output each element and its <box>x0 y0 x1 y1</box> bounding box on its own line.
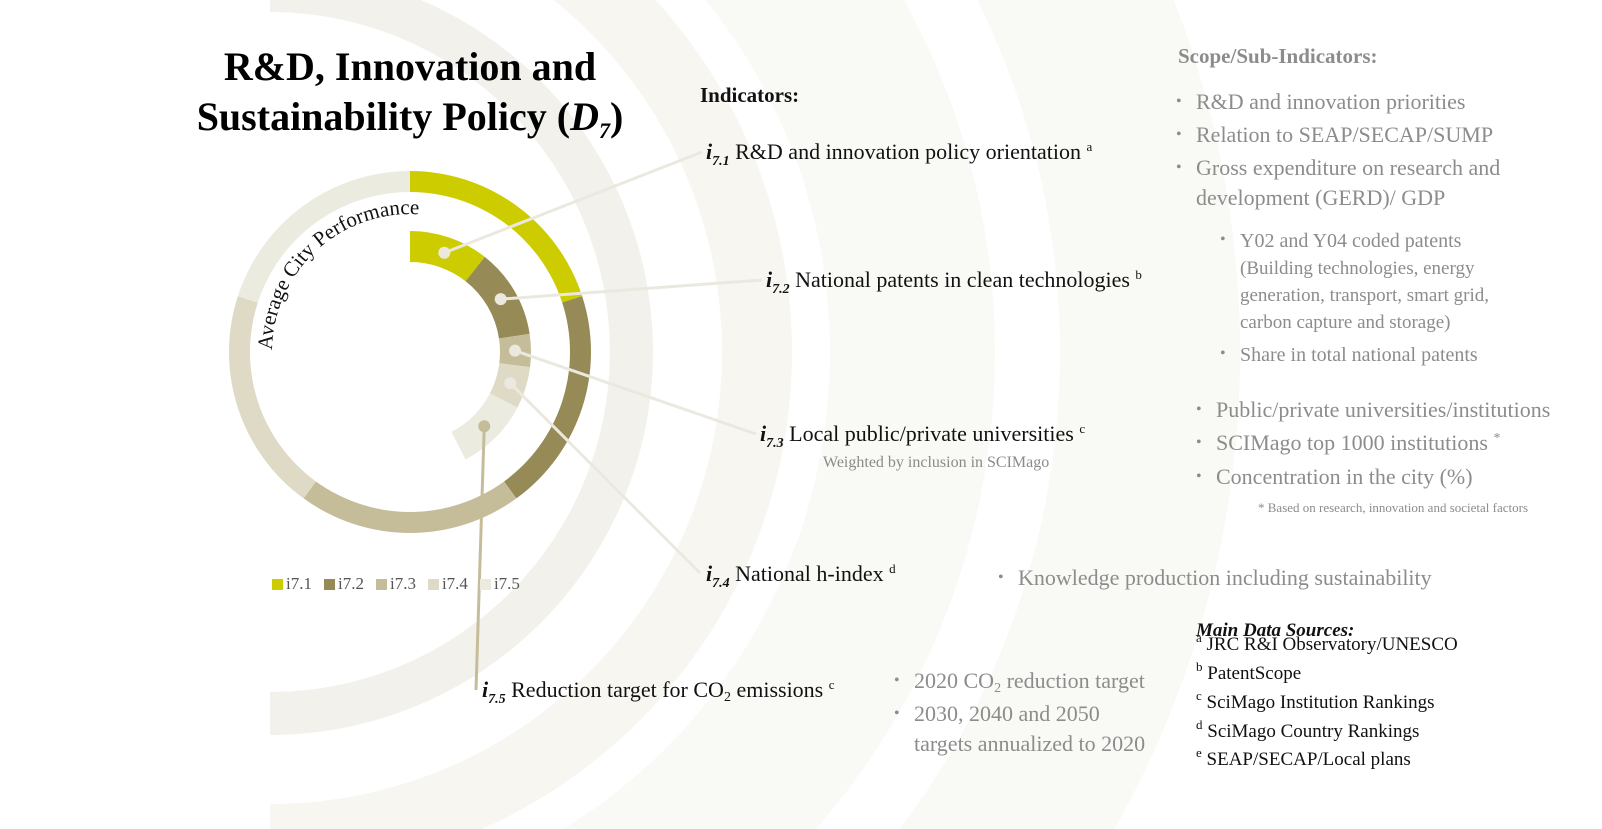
leader-dot-i7-3 <box>508 344 521 357</box>
indicator-code: i7.1 <box>706 139 730 169</box>
legend-swatch <box>272 578 283 590</box>
scope-sub-item-continued: generation, transport, smart grid, <box>1240 285 1490 306</box>
background-arc-band <box>270 0 653 735</box>
outer-segment-i7-4 <box>229 296 316 499</box>
scope-item: • 2020 CO2 reduction target <box>894 668 1145 696</box>
scope-footnote: * Based on research, innovation and soci… <box>1258 500 1529 515</box>
indicator-code: i7.5 <box>482 677 506 707</box>
leader-line-i7-5 <box>474 426 486 691</box>
legend-item-i7-3: i7.3 <box>375 574 416 594</box>
outer-segment-i7-2 <box>504 296 592 499</box>
scope-sub-item-continued: carbon capture and storage) <box>1240 312 1451 333</box>
scope-sub-item: • Share in total national patents <box>1220 344 1478 366</box>
data-source-c: c SciMago Institution Rankings <box>1196 688 1435 713</box>
leader-dot-i7-2 <box>494 293 507 306</box>
data-source-d: d SciMago Country Rankings <box>1196 717 1420 742</box>
scope-heading: Scope/Sub-Indicators: <box>1178 44 1378 68</box>
scope-sub-item-continued: (Building technologies, energy <box>1240 258 1475 279</box>
scope-item: • Gross expenditure on research and <box>1176 155 1501 180</box>
page-title: R&D, Innovation and Sustainability Polic… <box>150 42 670 156</box>
scope-item: • Relation to SEAP/SECAP/SUMP <box>1176 122 1494 147</box>
leader-dot-i7-1 <box>438 246 451 259</box>
data-source-e: e SEAP/SECAP/Local plans <box>1196 745 1411 770</box>
scope-item: • Knowledge production including sustaina… <box>998 565 1432 590</box>
ring-title: Average City Performance <box>253 195 420 350</box>
background-arc-band <box>563 0 995 829</box>
chart-legend: i7.1 i7.2 i7.3 i7.4 i7.5 <box>272 574 520 594</box>
outer-segment-i7-5 <box>237 171 410 303</box>
scope-item: • SCIMago top 1000 institutions * <box>1196 430 1501 455</box>
background-arc-band <box>899 0 1240 829</box>
data-sources-heading: Main Data Sources: <box>1196 620 1355 641</box>
title-line-1: R&D, Innovation and <box>223 44 597 89</box>
indicator-i7-1: i7.1 R&D and innovation policy orientati… <box>706 139 1093 169</box>
scope-sub-item: • Y02 and Y04 coded patents <box>1220 230 1462 252</box>
outer-ring <box>229 171 592 534</box>
leader-lines <box>438 150 763 691</box>
leader-line-i7-4 <box>509 382 702 575</box>
leader-line-i7-2 <box>500 278 763 301</box>
scope-item: • R&D and innovation priorities <box>1176 89 1466 114</box>
indicator-i7-4: i7.4 National h-index d <box>706 561 896 591</box>
leader-dot-i7-4 <box>504 377 517 390</box>
legend-swatch <box>479 578 491 590</box>
legend-swatch <box>375 578 387 590</box>
scope-item: • 2030, 2040 and 2050 <box>894 701 1100 726</box>
indicator-code: i7.2 <box>766 267 790 297</box>
leader-line-i7-1 <box>443 150 703 255</box>
leader-line-i7-3 <box>514 349 757 436</box>
indicator-i7-5: i7.5 Reduction target for CO2 emissions … <box>482 677 835 707</box>
legend-item-i7-2: i7.2 <box>323 574 364 594</box>
background-arc-band <box>270 0 792 829</box>
scope-item-continued: targets annualized to 2020 <box>914 731 1146 756</box>
outer-segment-i7-1 <box>410 171 583 303</box>
outer-segment-i7-3 <box>303 481 517 534</box>
legend-swatch <box>427 578 439 590</box>
title-line-2: Sustainability Policy (D7) <box>196 94 624 143</box>
legend-item-i7-1: i7.1 <box>272 574 312 594</box>
leader-dot-i7-5 <box>478 420 491 433</box>
indicator-i7-3: i7.3 Local public/private universities c <box>760 421 1086 451</box>
indicator-i7-3-note: Weighted by inclusion in SCIMago <box>823 454 1050 471</box>
scope-item: • Public/private universities/institution… <box>1196 397 1551 422</box>
indicator-code: i7.3 <box>760 421 784 451</box>
data-source-a: a JRC R&I Observatory/UNESCO <box>1196 630 1458 655</box>
scope-item-continued: development (GERD)/ GDP <box>1196 185 1446 210</box>
legend-swatch <box>323 578 335 590</box>
legend-item-i7-5: i7.5 <box>479 574 520 594</box>
data-source-b: b PatentScope <box>1196 659 1302 684</box>
indicator-code: i7.4 <box>706 561 730 591</box>
indicators-heading: Indicators: <box>700 83 800 107</box>
scope-item: • Concentration in the city (%) <box>1196 464 1473 489</box>
legend-item-i7-4: i7.4 <box>427 574 468 594</box>
indicator-i7-2: i7.2 National patents in clean technolog… <box>766 267 1142 297</box>
